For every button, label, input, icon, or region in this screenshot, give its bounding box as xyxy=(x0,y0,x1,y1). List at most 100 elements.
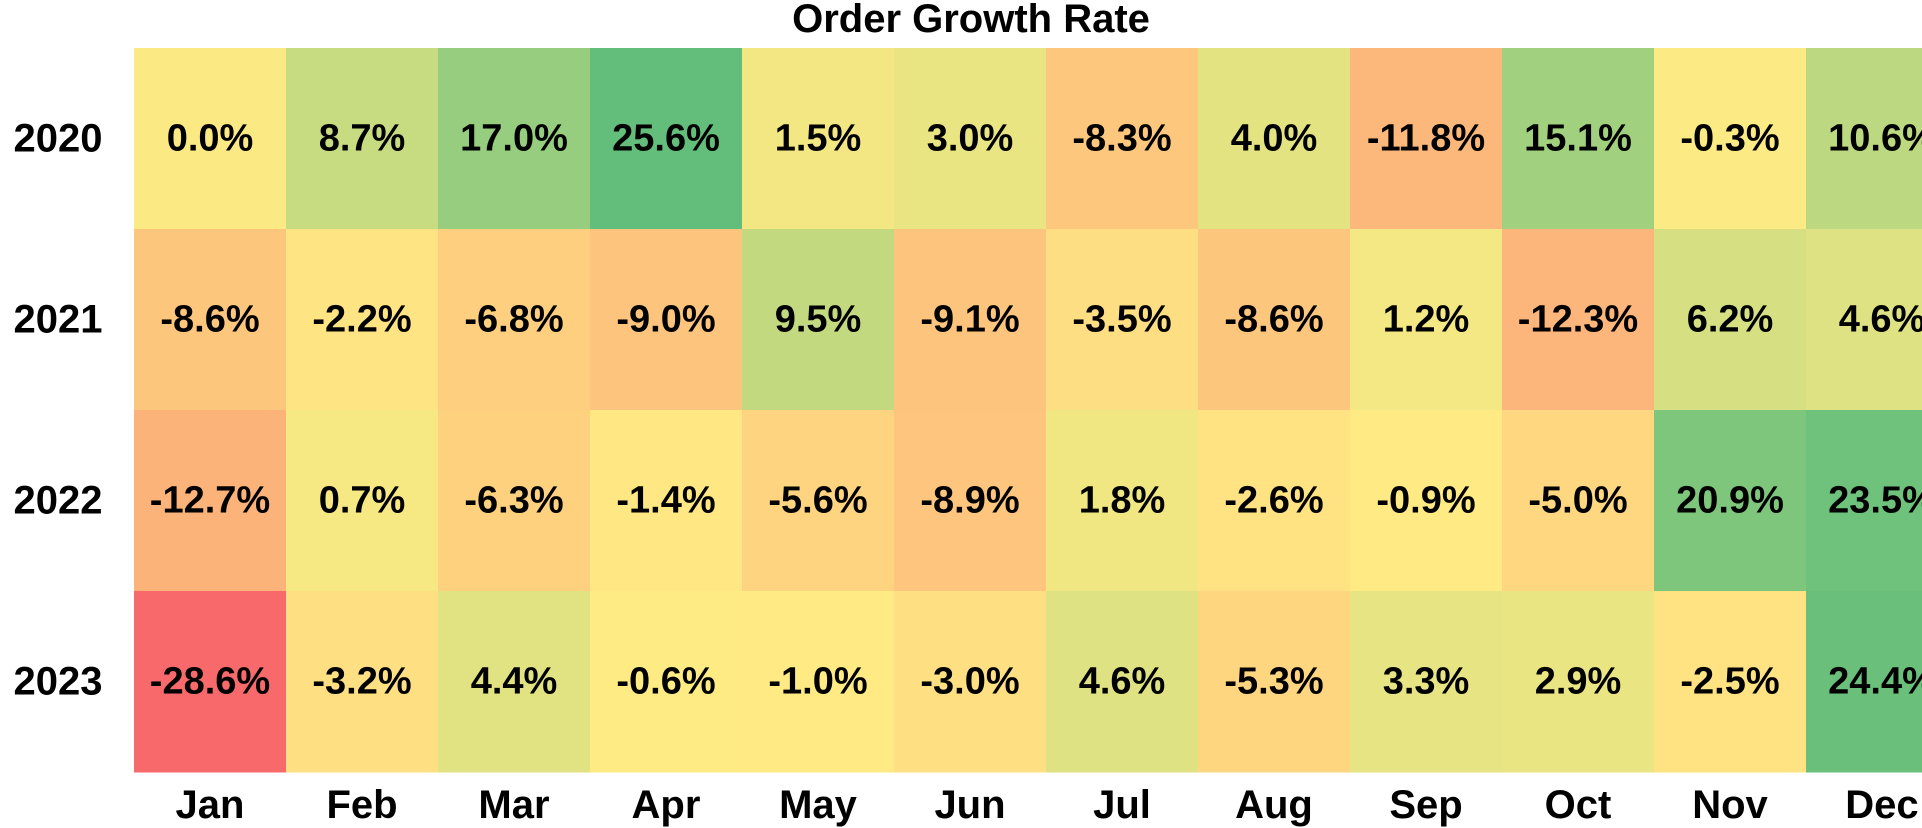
cell-value-label: 4.6% xyxy=(1839,299,1922,341)
row-label-2021: 2021 xyxy=(14,298,103,342)
cell-value-label: -2.6% xyxy=(1224,480,1323,522)
heatmap-cell-2021-aug xyxy=(1198,229,1351,411)
cell-value-label: 23.5% xyxy=(1828,480,1922,522)
heatmap-cell-2020-aug xyxy=(1198,48,1351,230)
heatmap-cell-2021-mar xyxy=(438,229,591,411)
chart-title: Order Growth Rate xyxy=(792,0,1150,41)
heatmap-cell-2022-dec xyxy=(1806,410,1922,592)
heatmap-cell-2023-sep xyxy=(1350,591,1503,773)
heatmap-cell-2020-oct xyxy=(1502,48,1655,230)
cell-value-label: -12.3% xyxy=(1518,299,1638,341)
column-label-mar: Mar xyxy=(478,783,549,827)
row-labels: 2020 2021 2022 2023 xyxy=(14,117,103,704)
cell-value-label: -12.7% xyxy=(150,480,270,522)
heatmap-cell-2020-jun xyxy=(894,48,1047,230)
cell-value-label: -3.2% xyxy=(312,661,411,703)
cell-value-label: 4.6% xyxy=(1079,661,1166,703)
heatmap-cell-2020-may xyxy=(742,48,895,230)
cell-value-label: -8.9% xyxy=(920,480,1019,522)
cell-value-label: 2.9% xyxy=(1535,661,1622,703)
heatmap-cell-2023-apr xyxy=(590,591,743,773)
heatmap-cell-2020-sep xyxy=(1350,48,1503,230)
heatmap-cell-2021-nov xyxy=(1654,229,1807,411)
row-label-2020: 2020 xyxy=(14,117,103,161)
cell-value-label: 4.4% xyxy=(471,661,558,703)
heatmap-cell-2022-nov xyxy=(1654,410,1807,592)
cell-value-label: -1.4% xyxy=(616,480,715,522)
cell-value-label: -5.0% xyxy=(1528,480,1627,522)
cell-value-label: -2.5% xyxy=(1680,661,1779,703)
heatmap-cell-2023-nov xyxy=(1654,591,1807,773)
cell-value-label: 3.3% xyxy=(1383,661,1470,703)
row-label-2023: 2023 xyxy=(14,660,103,704)
cell-value-label: 3.0% xyxy=(927,118,1014,160)
cell-value-label: 20.9% xyxy=(1676,480,1784,522)
column-label-may: May xyxy=(779,783,858,827)
heatmap-cell-2023-jul xyxy=(1046,591,1199,773)
cell-value-label: -0.9% xyxy=(1376,480,1475,522)
cell-value-label: 17.0% xyxy=(460,118,568,160)
column-label-apr: Apr xyxy=(632,783,701,827)
cell-value-label: 25.6% xyxy=(612,118,720,160)
heatmap-cell-2021-feb xyxy=(286,229,439,411)
heatmap-cell-2022-jan xyxy=(134,410,287,592)
heatmap-cell-2023-dec xyxy=(1806,591,1922,773)
cell-value-label: -11.8% xyxy=(1367,118,1485,160)
cell-value-label: -6.8% xyxy=(464,299,563,341)
cell-value-label: 0.7% xyxy=(319,480,406,522)
cell-value-label: -8.6% xyxy=(1224,299,1323,341)
heatmap-cell-labels: 0.0% 8.7% 17.0% 25.6% 1.5% 3.0% -8.3% 4.0% -11.8… xyxy=(150,118,1922,703)
heatmap-cell-2022-apr xyxy=(590,410,743,592)
heatmap-cell-2022-jul xyxy=(1046,410,1199,592)
column-label-jan: Jan xyxy=(176,783,245,827)
heatmap-cell-2022-aug xyxy=(1198,410,1351,592)
cell-value-label: 10.6% xyxy=(1828,118,1922,160)
cell-value-label: 15.1% xyxy=(1524,118,1632,160)
heatmap-cells xyxy=(134,48,1922,773)
heatmap-cell-2023-jun xyxy=(894,591,1047,773)
cell-value-label: -9.1% xyxy=(920,299,1019,341)
cell-value-label: -0.6% xyxy=(616,661,715,703)
cell-value-label: 1.8% xyxy=(1079,480,1166,522)
cell-value-label: 9.5% xyxy=(775,299,862,341)
heatmap-cell-2021-dec xyxy=(1806,229,1922,411)
heatmap-cell-2022-may xyxy=(742,410,895,592)
heatmap-cell-2021-apr xyxy=(590,229,743,411)
heatmap-cell-2020-feb xyxy=(286,48,439,230)
heatmap-cell-2023-may xyxy=(742,591,895,773)
cell-value-label: -8.3% xyxy=(1072,118,1171,160)
cell-value-label: -5.3% xyxy=(1224,661,1323,703)
cell-value-label: 6.2% xyxy=(1687,299,1774,341)
heatmap-cell-2020-jan xyxy=(134,48,287,230)
heatmap-cell-2020-jul xyxy=(1046,48,1199,230)
heatmap-cell-2020-mar xyxy=(438,48,591,230)
heatmap-cell-2022-sep xyxy=(1350,410,1503,592)
row-label-2022: 2022 xyxy=(14,479,103,523)
heatmap-cell-2022-jun xyxy=(894,410,1047,592)
cell-value-label: 1.5% xyxy=(775,118,862,160)
column-label-feb: Feb xyxy=(326,783,397,827)
cell-value-label: 24.4% xyxy=(1828,661,1922,703)
cell-value-label: -6.3% xyxy=(464,480,563,522)
cell-value-label: -28.6% xyxy=(150,661,270,703)
cell-value-label: -3.0% xyxy=(920,661,1019,703)
column-label-dec: Dec xyxy=(1845,783,1918,827)
heatmap-cell-2023-mar xyxy=(438,591,591,773)
heatmap-cell-2022-oct xyxy=(1502,410,1655,592)
heatmap-cell-2021-jan xyxy=(134,229,287,411)
cell-value-label: -1.0% xyxy=(768,661,867,703)
heatmap-cell-2021-jul xyxy=(1046,229,1199,411)
heatmap-cell-2023-aug xyxy=(1198,591,1351,773)
column-label-jun: Jun xyxy=(934,783,1005,827)
heatmap-cell-2021-jun xyxy=(894,229,1047,411)
column-label-nov: Nov xyxy=(1692,783,1768,827)
cell-value-label: 8.7% xyxy=(319,118,406,160)
cell-value-label: 4.0% xyxy=(1231,118,1318,160)
column-label-sep: Sep xyxy=(1389,783,1462,827)
heatmap-cell-2021-oct xyxy=(1502,229,1655,411)
heatmap-cell-2023-feb xyxy=(286,591,439,773)
cell-value-label: 0.0% xyxy=(167,118,254,160)
cell-value-label: -9.0% xyxy=(616,299,715,341)
cell-value-label: -0.3% xyxy=(1680,118,1779,160)
